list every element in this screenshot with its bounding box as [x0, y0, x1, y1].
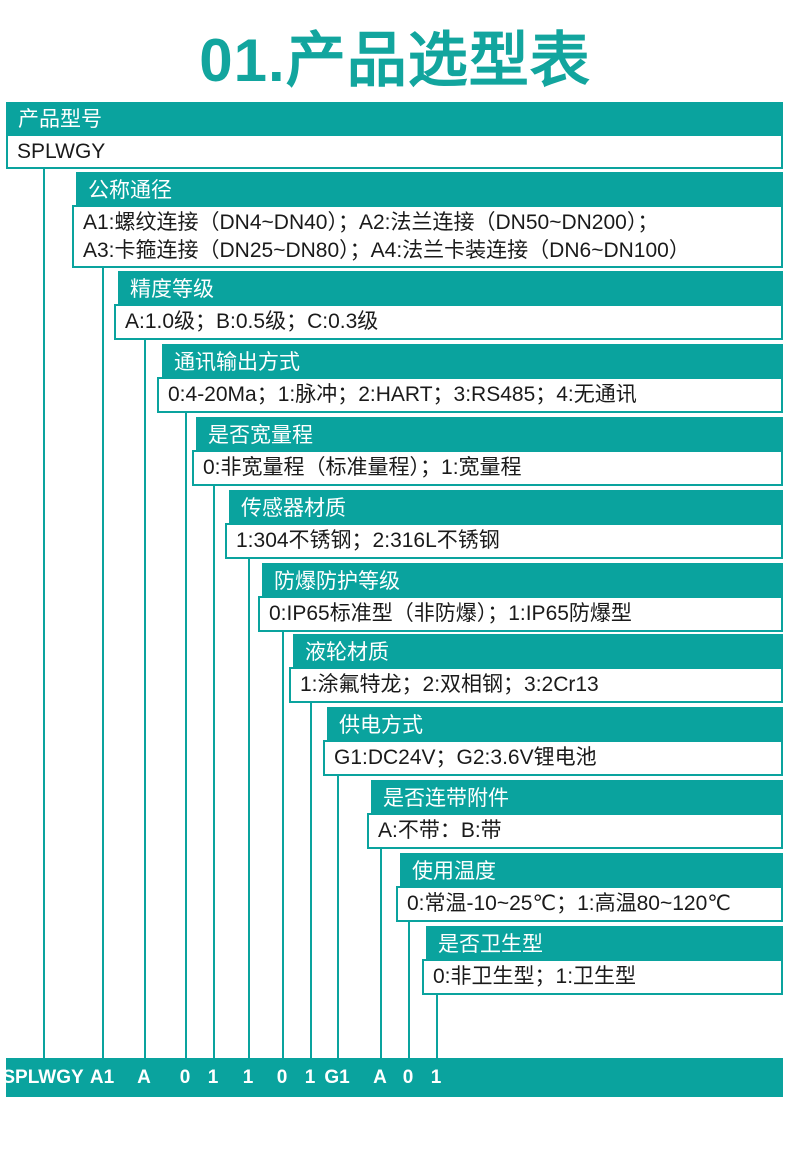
code-segment-9: G1	[324, 1066, 350, 1088]
level-3-label: 精度等级	[130, 277, 214, 301]
level-3-options-box: A:1.0级；B:0.5级；C:0.3级	[114, 304, 783, 340]
level-10-label: 是否连带附件	[383, 786, 509, 810]
level-1-label: 产品型号	[18, 108, 102, 131]
connector-line-3	[144, 340, 146, 1058]
code-segment-5: 1	[207, 1066, 219, 1088]
level-8-header: 液轮材质	[293, 634, 783, 667]
level-4-label: 通讯输出方式	[174, 350, 300, 374]
connector-line-8	[310, 703, 312, 1058]
level-1-options-box: SPLWGY	[6, 134, 783, 169]
level-7-options-box: 0:IP65标准型（非防爆）；1:IP65防爆型	[258, 596, 783, 632]
level-9-header: 供电方式	[327, 707, 783, 740]
level-4-options-box: 0:4-20Ma；1:脉冲；2:HART；3:RS485；4:无通讯	[157, 377, 783, 413]
level-5-label: 是否宽量程	[208, 423, 313, 447]
level-7-label: 防爆防护等级	[274, 569, 400, 593]
connector-line-5	[213, 486, 215, 1058]
connector-line-9	[337, 776, 339, 1058]
connector-line-2	[102, 268, 104, 1058]
level-2-options-box: A1:螺纹连接（DN4~DN40）；A2:法兰连接（DN50~DN200）； A…	[72, 205, 783, 268]
level-12-header: 是否卫生型	[426, 926, 783, 959]
level-3-header: 精度等级	[118, 271, 783, 304]
level-4-header: 通讯输出方式	[162, 344, 783, 377]
connector-line-4	[185, 413, 187, 1058]
level-12-options-box: 0:非卫生型；1:卫生型	[422, 959, 783, 995]
level-2-label: 公称通径	[88, 178, 172, 202]
level-5-header: 是否宽量程	[196, 417, 783, 450]
code-segment-8: 1	[304, 1066, 316, 1088]
code-segment-3: A	[137, 1066, 151, 1088]
level-6-header: 传感器材质	[229, 490, 783, 523]
level-1-header: 产品型号	[6, 102, 783, 134]
level-11-options-box: 0:常温-10~25℃；1:高温80~120℃	[396, 886, 783, 922]
connector-line-7	[282, 632, 284, 1058]
code-segment-11: 0	[402, 1066, 414, 1088]
page-title: 01.产品选型表	[199, 27, 591, 94]
level-10-options-box: A:不带：B:带	[367, 813, 783, 849]
level-7-header: 防爆防护等级	[262, 563, 783, 596]
level-8-options-box: 1:涂氟特龙；2:双相钢；3:2Cr13	[289, 667, 783, 703]
code-segment-6: 1	[242, 1066, 254, 1088]
level-5-options-box: 0:非宽量程（标准量程）；1:宽量程	[192, 450, 783, 486]
connector-line-10	[380, 849, 382, 1058]
level-6-options-box: 1:304不锈钢；2:316L不锈钢	[225, 523, 783, 559]
level-12-label: 是否卫生型	[438, 932, 543, 956]
code-segment-2: A1	[89, 1066, 115, 1088]
connector-line-12	[436, 995, 438, 1058]
level-2-header: 公称通径	[76, 172, 783, 205]
code-segment-10: A	[373, 1066, 387, 1088]
connector-line-1	[43, 169, 45, 1058]
code-segment-12: 1	[430, 1066, 442, 1088]
code-bar: SPLWGY A1 A 0 1 1 0 1 G1 A 0 1	[2, 1058, 783, 1097]
level-9-label: 供电方式	[339, 713, 423, 737]
level-10-header: 是否连带附件	[371, 780, 783, 813]
level-11-header: 使用温度	[400, 853, 783, 886]
connector-line-11	[408, 922, 410, 1058]
code-segment-4: 0	[179, 1066, 191, 1088]
level-8-label: 液轮材质	[305, 640, 389, 664]
code-segment-7: 0	[276, 1066, 288, 1088]
level-9-options-box: G1:DC24V；G2:3.6V锂电池	[323, 740, 783, 776]
level-11-label: 使用温度	[412, 859, 496, 883]
level-6-label: 传感器材质	[241, 496, 346, 520]
code-segment-1: SPLWGY	[2, 1066, 84, 1088]
connector-line-6	[248, 559, 250, 1058]
